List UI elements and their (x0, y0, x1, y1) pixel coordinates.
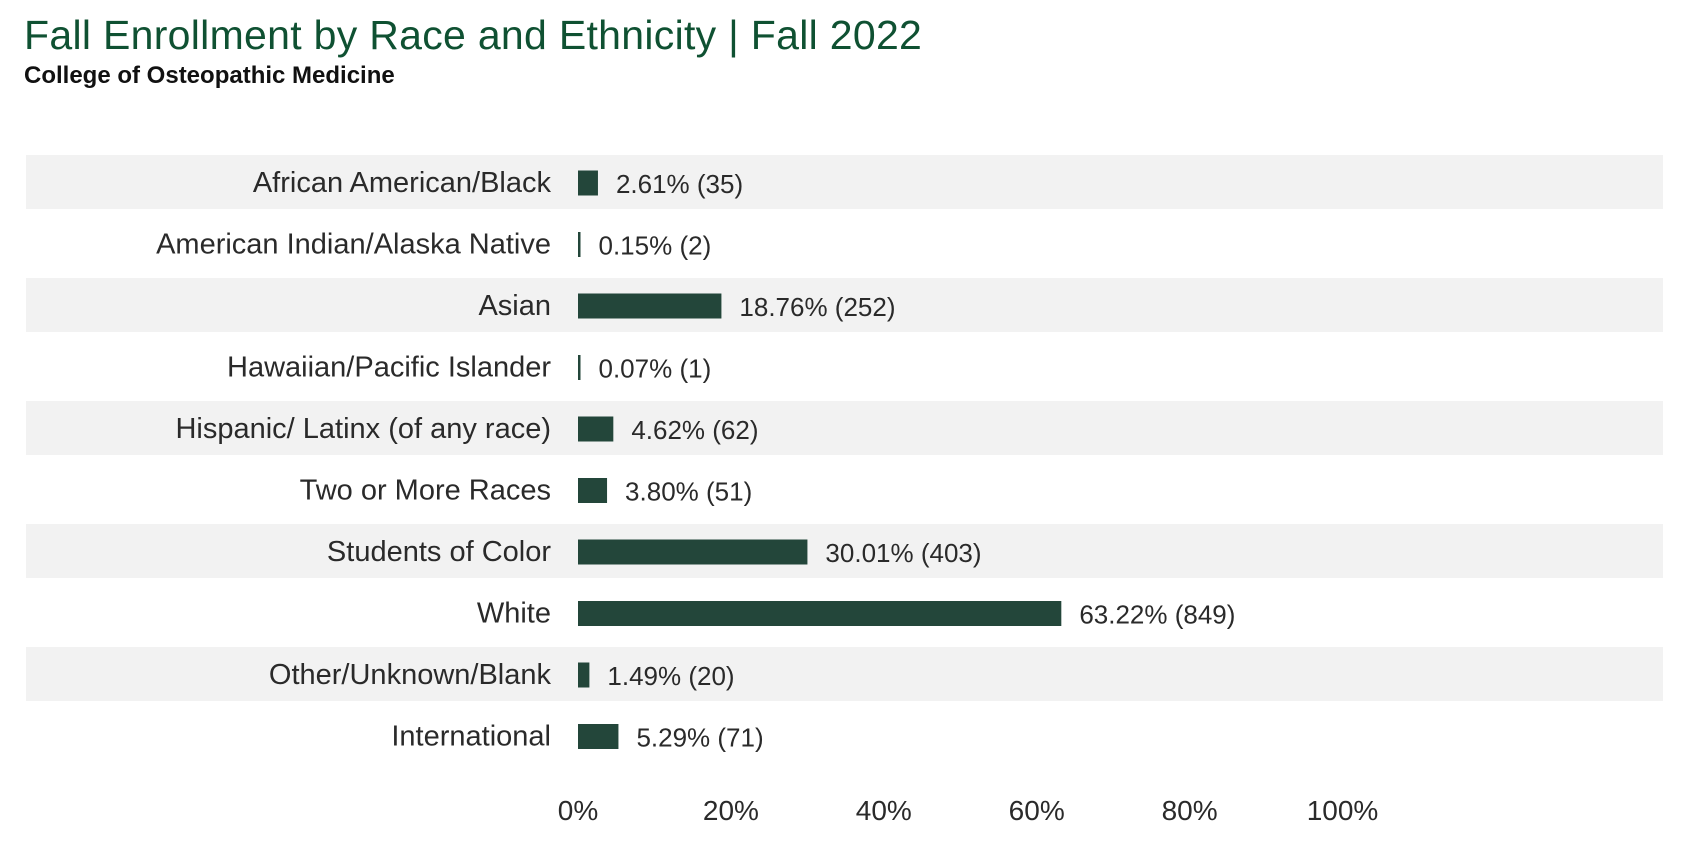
data-label: 18.76% (252) (739, 292, 895, 322)
category-label: International (391, 721, 551, 753)
row-band (26, 155, 1663, 209)
bar (578, 478, 608, 503)
category-label: Two or More Races (300, 475, 551, 507)
category-label: American Indian/Alaska Native (156, 229, 551, 261)
row-band (26, 401, 1663, 455)
category-label: White (477, 598, 551, 630)
category-label: Other/Unknown/Blank (269, 659, 552, 691)
bar (578, 662, 590, 688)
bar (578, 601, 1062, 626)
x-tick-label: 80% (1162, 795, 1218, 826)
x-tick-label: 60% (1009, 795, 1065, 826)
row-band (26, 524, 1663, 578)
category-label: African American/Black (253, 167, 552, 199)
data-label: 0.07% (1) (599, 354, 712, 384)
data-label: 1.49% (20) (607, 661, 734, 691)
data-label: 5.29% (71) (636, 723, 763, 753)
data-label: 63.22% (849) (1079, 600, 1235, 630)
data-label: 30.01% (403) (825, 538, 981, 568)
data-label: 2.61% (35) (616, 169, 743, 199)
category-label: Hispanic/ Latinx (of any race) (175, 413, 551, 445)
data-label: 0.15% (2) (599, 231, 712, 261)
row-band (26, 647, 1663, 701)
category-label: Students of Color (327, 536, 551, 568)
x-tick-label: 40% (856, 795, 912, 826)
bar (578, 724, 619, 749)
category-label: Asian (478, 290, 551, 322)
chart-subtitle: College of Osteopathic Medicine (24, 62, 395, 89)
bar (578, 416, 614, 442)
row-band (26, 278, 1663, 332)
bar (578, 355, 581, 380)
category-label: Hawaiian/Pacific Islander (227, 352, 551, 384)
x-tick-label: 20% (703, 795, 759, 826)
bar (578, 539, 808, 565)
bar (578, 293, 722, 319)
bar (578, 232, 581, 257)
data-label: 3.80% (51) (625, 477, 752, 507)
chart-title: Fall Enrollment by Race and Ethnicity | … (24, 12, 923, 58)
x-tick-label: 0% (558, 795, 598, 826)
bar (578, 170, 598, 196)
x-tick-label: 100% (1307, 795, 1379, 826)
data-label: 4.62% (62) (631, 415, 758, 445)
